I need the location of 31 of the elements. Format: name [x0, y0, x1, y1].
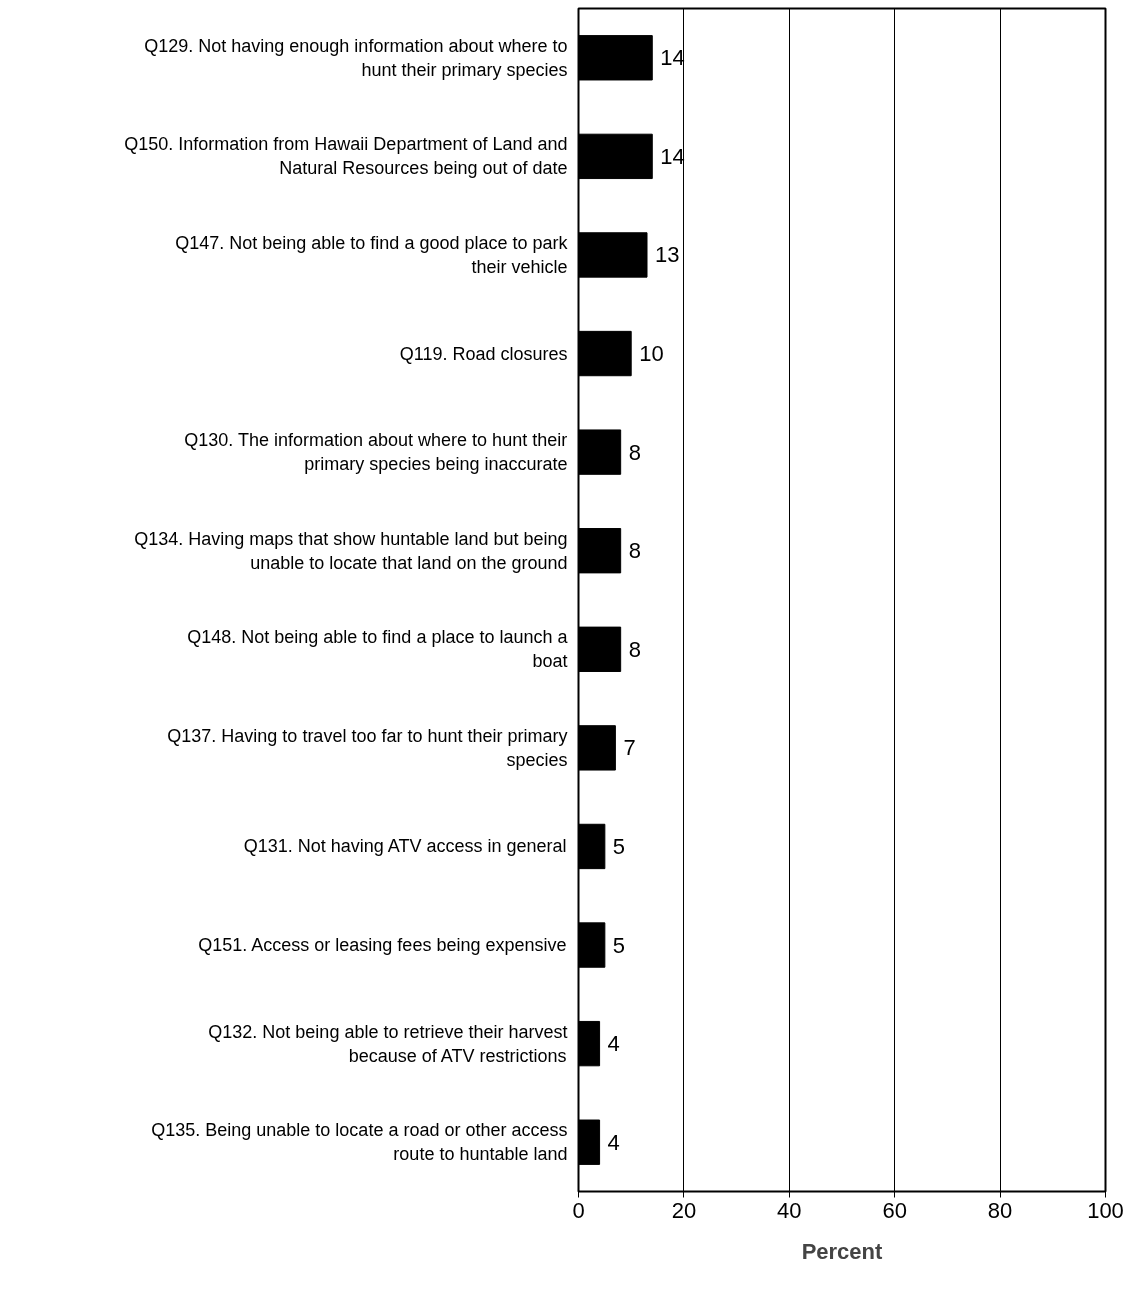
y-tick-label: Q137. Having to travel too far to hunt their primary species: [167, 725, 568, 770]
data-label: 10: [639, 341, 664, 367]
x-tick-label: 20: [671, 1197, 697, 1223]
x-axis-title: Percent: [801, 1238, 884, 1264]
data-label: 4: [607, 1129, 620, 1155]
data-label: 5: [612, 932, 626, 958]
data-label: 14: [660, 143, 685, 169]
y-tick-label: Q148. Not being able to find a place to launch a boat: [187, 627, 569, 672]
x-tick-label: 0: [572, 1197, 585, 1223]
y-tick-label: Q131. Not having ATV access in general: [243, 836, 567, 857]
y-tick-label: Q130. The information about where to hunt their primary species being inaccurate: [184, 430, 568, 475]
x-tick-label: 40: [777, 1197, 802, 1223]
data-label: 8: [628, 538, 641, 564]
y-tick-label: Q134. Having maps that show huntable land but being unable to locate that land on the ground: [134, 528, 568, 573]
y-tick-label: Q150. Information from Hawaii Department of Land and Natural Resources being out of date: [124, 134, 568, 179]
y-tick-label: Q151. Access or leasing fees being expensive: [198, 935, 567, 956]
x-tick-label: 100: [1087, 1197, 1124, 1223]
data-label: 8: [628, 439, 641, 465]
data-label: 8: [628, 636, 641, 662]
y-tick-label: Q129. Not having enough information about where to hunt their primary species: [144, 35, 568, 80]
data-label: 5: [612, 833, 626, 859]
data-label: 7: [623, 735, 636, 761]
data-label: 13: [655, 242, 680, 268]
data-label: 14: [660, 45, 685, 71]
x-tick-label: 80: [987, 1197, 1013, 1223]
data-label: 4: [607, 1031, 620, 1057]
y-tick-label: Q132. Not being able to retrieve their harvest because of ATV restrictions: [208, 1021, 568, 1066]
y-tick-label: Q135. Being unable to locate a road or other access route to huntable land: [151, 1120, 568, 1165]
y-tick-label: Q147. Not being able to find a good place to park their vehicle: [175, 232, 569, 277]
x-tick-label: 60: [882, 1197, 907, 1223]
y-tick-label: Q119. Road closures: [399, 343, 568, 364]
